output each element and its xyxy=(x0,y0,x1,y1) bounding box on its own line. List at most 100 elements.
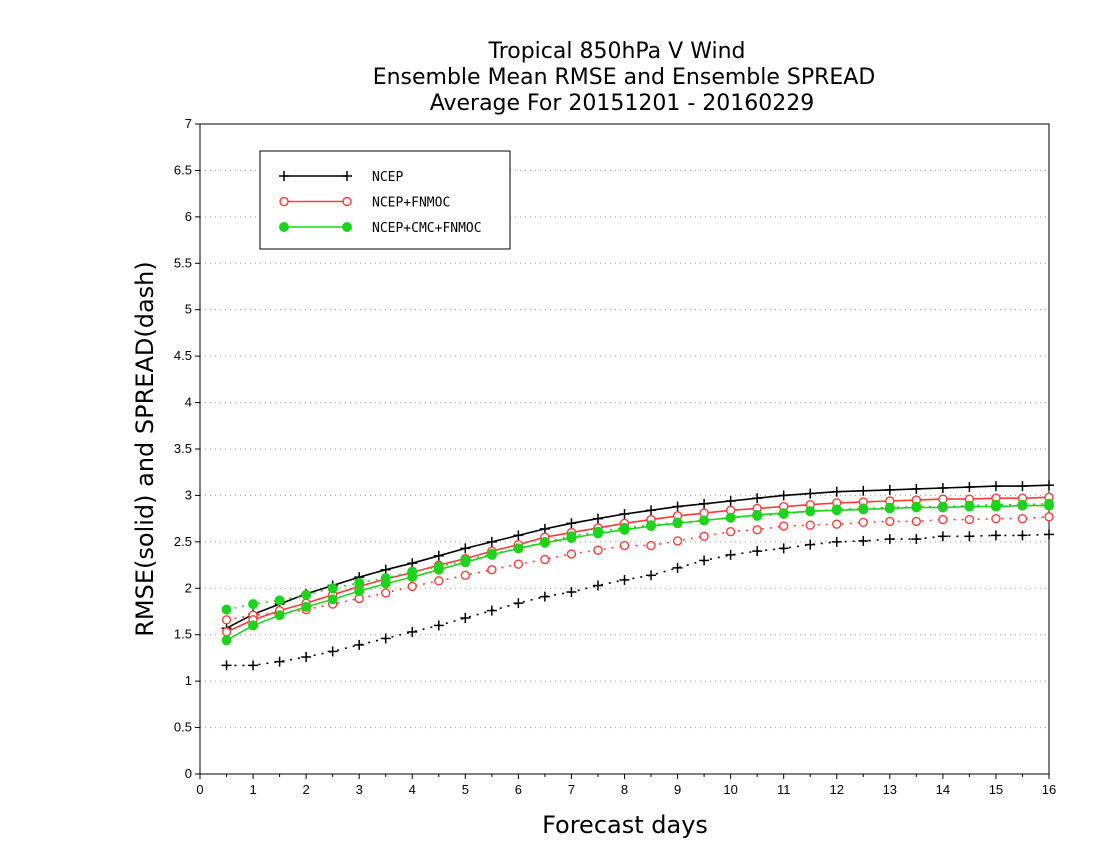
spread-point xyxy=(301,589,312,600)
y-tick-label: 5.5 xyxy=(174,255,192,270)
spread-point xyxy=(725,526,736,537)
legend-swatch-marker xyxy=(279,196,289,207)
legend-item: NCEP+CMC+FNMOC xyxy=(279,221,482,236)
spread-point xyxy=(274,595,285,606)
series-layer xyxy=(221,480,1054,671)
y-tick-label: 5 xyxy=(185,302,192,317)
spread-point xyxy=(964,531,975,542)
rmse-point xyxy=(911,483,922,494)
spread-point xyxy=(248,660,259,671)
rmse-point xyxy=(513,530,524,541)
x-tick-label: 3 xyxy=(356,782,363,797)
spread-point xyxy=(487,565,497,575)
spread-point xyxy=(381,588,391,598)
legend-swatch-marker xyxy=(342,171,352,181)
spread-point xyxy=(991,513,1001,524)
spread-point xyxy=(513,559,524,569)
spread-point xyxy=(566,587,577,597)
spread-point xyxy=(1044,529,1054,540)
rmse-point xyxy=(858,504,869,515)
spread-point xyxy=(619,540,630,551)
spread-point xyxy=(884,534,895,545)
rmse-point xyxy=(221,627,232,637)
rmse-point xyxy=(858,485,869,496)
rmse-point xyxy=(1044,500,1054,511)
spread-point xyxy=(301,652,312,662)
rmse-point xyxy=(778,490,789,501)
spread-point xyxy=(885,516,895,527)
rmse-point xyxy=(1044,480,1054,491)
spread-point xyxy=(486,605,497,616)
spread-point xyxy=(540,554,550,565)
y-tick-label: 4.5 xyxy=(174,348,192,363)
rmse-point xyxy=(752,509,763,520)
legend-swatch-marker xyxy=(342,196,352,207)
y-axis-label: RMSE(solid) and SPREAD(dash) xyxy=(131,261,159,637)
spread-point xyxy=(248,599,259,610)
spread-point xyxy=(354,577,365,588)
rmse-point xyxy=(990,501,1001,512)
spread-point xyxy=(460,570,471,580)
spread-point xyxy=(805,539,816,550)
spread-point xyxy=(699,555,710,566)
legend-swatch-marker xyxy=(342,222,352,232)
spread-point xyxy=(327,646,338,657)
rmse-line xyxy=(226,484,1050,629)
y-tick-label: 6 xyxy=(185,209,192,224)
spread-point xyxy=(672,562,683,573)
x-tick-label: 6 xyxy=(515,782,522,797)
y-tick-label: 3 xyxy=(185,487,192,502)
rmse-point xyxy=(725,496,736,506)
rmse-point xyxy=(619,509,630,519)
spread-point xyxy=(911,516,922,527)
x-tick-label: 5 xyxy=(462,782,469,797)
rmse-point xyxy=(460,543,471,554)
gridlines xyxy=(200,169,1049,729)
spread-point xyxy=(832,519,842,529)
rmse-point xyxy=(407,572,418,583)
spread-line xyxy=(226,516,1050,621)
x-tick-label: 16 xyxy=(1042,782,1056,797)
legend-label: NCEP+CMC+FNMOC xyxy=(372,221,482,236)
y-tick-label: 6.5 xyxy=(174,162,192,177)
rmse-point xyxy=(380,578,391,589)
spread-point xyxy=(407,626,418,637)
spread-point xyxy=(1044,512,1054,522)
rmse-point xyxy=(539,523,550,534)
spread-point xyxy=(593,545,603,555)
spread-point xyxy=(1017,530,1028,541)
spread-point xyxy=(460,613,471,623)
spread-point xyxy=(778,543,789,554)
rmse-point xyxy=(884,503,895,514)
rmse-point xyxy=(699,498,710,509)
spread-point xyxy=(221,615,232,625)
x-tick-label: 8 xyxy=(621,782,628,797)
rmse-point xyxy=(699,515,710,526)
rmse-point xyxy=(619,524,630,535)
rmse-point xyxy=(592,513,603,524)
legend-label: NCEP xyxy=(372,170,403,185)
legend-item: NCEP+FNMOC xyxy=(279,196,450,211)
spread-point xyxy=(725,549,736,560)
y-tick-label: 1.5 xyxy=(174,627,192,642)
rmse-point xyxy=(884,484,895,495)
rmse-point xyxy=(327,594,338,605)
x-tick-label: 14 xyxy=(936,782,950,797)
spread-point xyxy=(672,536,683,546)
rmse-point xyxy=(248,620,259,631)
spread-point xyxy=(831,536,842,547)
chart-title-line-1: Tropical 850hPa V Wind xyxy=(487,39,745,64)
axis-ticks: 00.511.522.533.544.555.566.570 1 2 3 4 5 6 7 8 9 1… xyxy=(174,116,1056,797)
spread-point xyxy=(911,534,922,545)
rmse-point xyxy=(911,502,922,513)
x-tick-label: 13 xyxy=(883,782,897,797)
rmse-point xyxy=(672,518,683,529)
spread-point xyxy=(592,580,603,591)
x-tick-label: 12 xyxy=(830,782,844,797)
spread-point xyxy=(221,660,232,671)
rmse-point xyxy=(831,486,842,497)
spread-point xyxy=(937,531,948,542)
rmse-point xyxy=(964,501,975,512)
spread-point xyxy=(699,531,709,541)
